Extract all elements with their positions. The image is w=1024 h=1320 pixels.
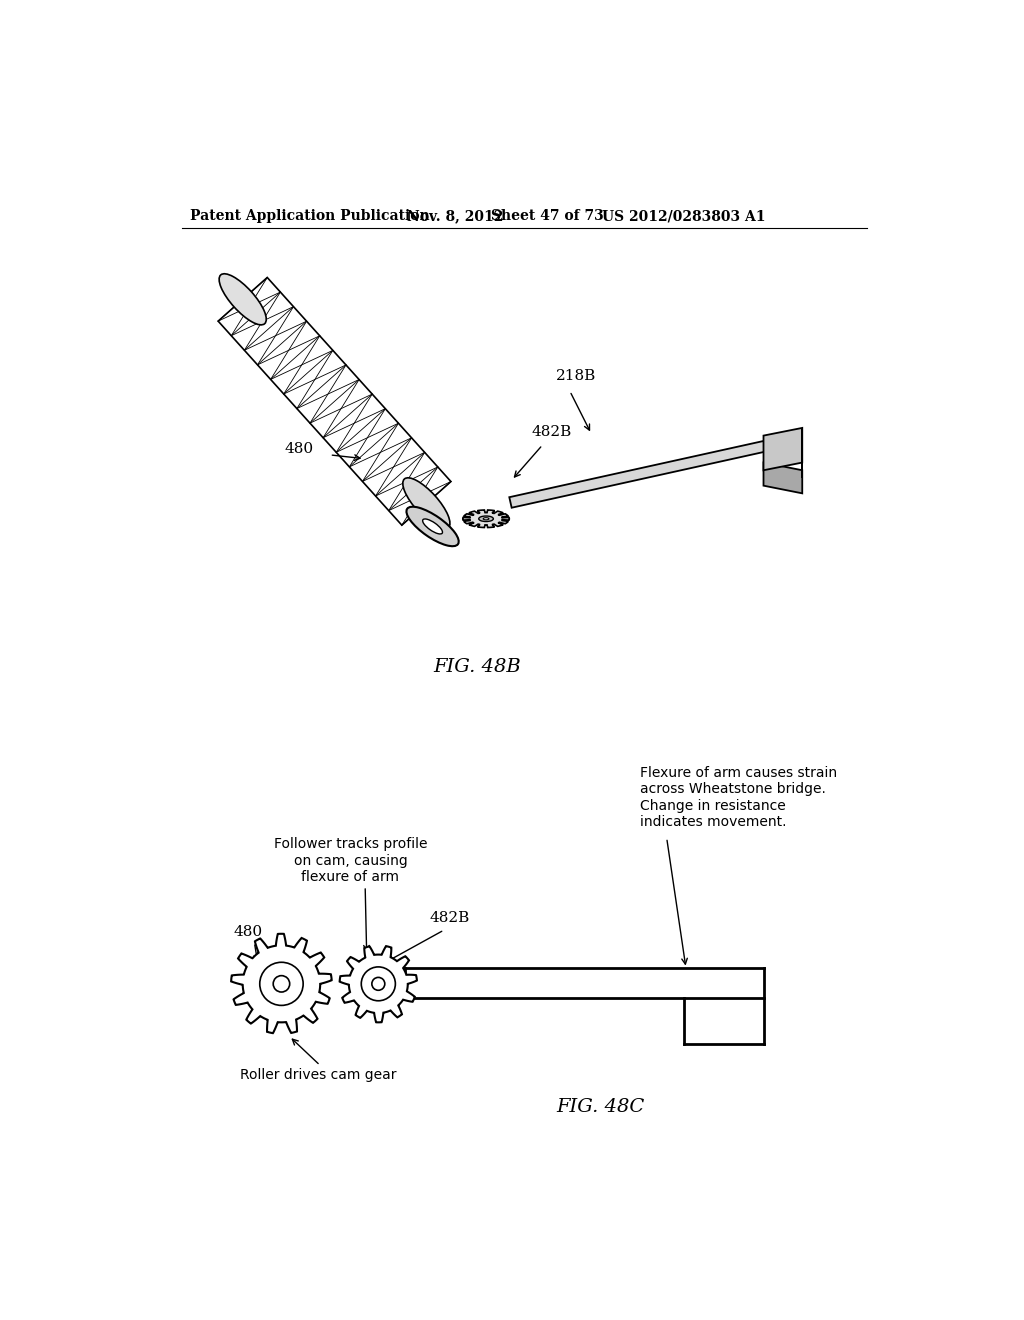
Text: 480: 480 <box>233 925 263 940</box>
Ellipse shape <box>402 478 450 529</box>
Text: Sheet 47 of 73: Sheet 47 of 73 <box>490 209 603 223</box>
Polygon shape <box>231 933 332 1034</box>
Polygon shape <box>463 510 509 528</box>
Polygon shape <box>218 277 451 525</box>
Circle shape <box>273 975 290 993</box>
Ellipse shape <box>407 507 459 546</box>
Text: FIG. 48C: FIG. 48C <box>557 1098 645 1115</box>
Text: Flexure of arm causes strain
across Wheatstone bridge.
Change in resistance
indi: Flexure of arm causes strain across Whea… <box>640 766 837 829</box>
Ellipse shape <box>219 273 266 325</box>
Text: Follower tracks profile
on cam, causing
flexure of arm: Follower tracks profile on cam, causing … <box>273 837 427 884</box>
Text: Roller drives cam gear: Roller drives cam gear <box>240 1068 396 1081</box>
Text: 482B: 482B <box>531 425 571 438</box>
Circle shape <box>361 966 395 1001</box>
Polygon shape <box>509 441 766 508</box>
Polygon shape <box>764 462 802 494</box>
Text: 482B: 482B <box>429 911 470 925</box>
Ellipse shape <box>483 517 488 520</box>
Text: 480: 480 <box>285 442 314 457</box>
Text: 218B: 218B <box>556 370 596 383</box>
Ellipse shape <box>423 519 442 535</box>
Polygon shape <box>340 946 417 1022</box>
Text: Nov. 8, 2012: Nov. 8, 2012 <box>407 209 504 223</box>
Circle shape <box>372 977 385 990</box>
Polygon shape <box>764 428 802 470</box>
Text: FIG. 48B: FIG. 48B <box>433 657 520 676</box>
Text: US 2012/0283803 A1: US 2012/0283803 A1 <box>602 209 766 223</box>
Circle shape <box>260 962 303 1006</box>
Ellipse shape <box>479 516 494 521</box>
Text: Patent Application Publication: Patent Application Publication <box>190 209 430 223</box>
